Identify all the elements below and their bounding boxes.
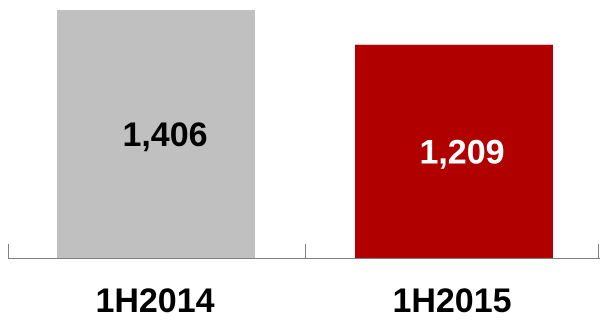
data-label-1h2014: 1,406	[122, 116, 207, 154]
data-label-1h2015: 1,209	[419, 133, 504, 171]
x-tick-label-1h2015: 1H2015	[392, 282, 511, 320]
bar-1h2014	[57, 10, 255, 258]
bar-1h2015	[355, 44, 553, 258]
x-tick-label-1h2014: 1H2014	[95, 282, 214, 320]
